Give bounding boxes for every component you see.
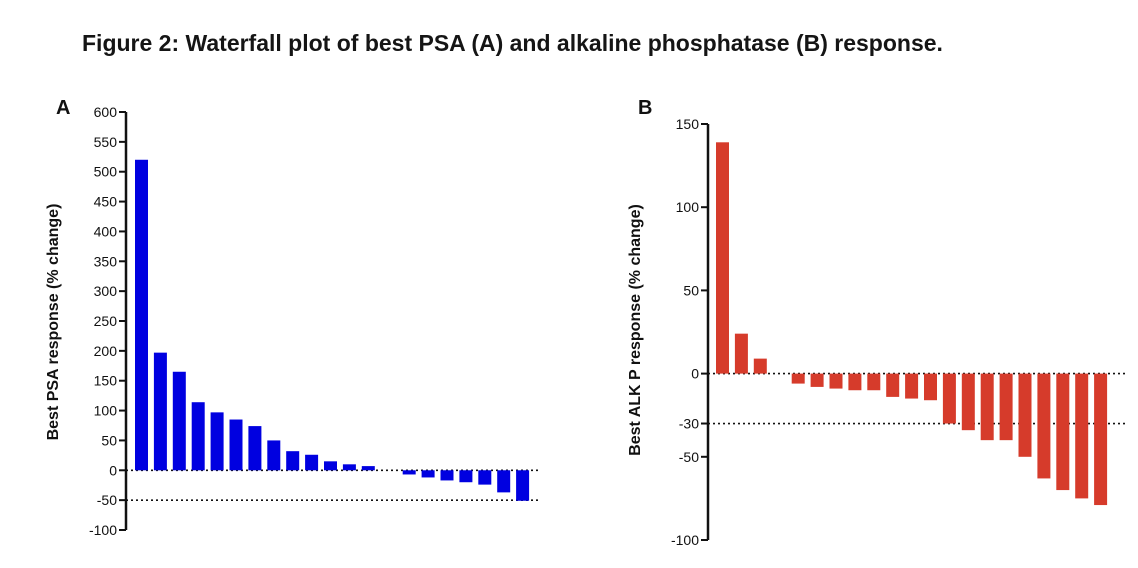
y-tick-label: -50 xyxy=(97,492,117,508)
y-axis-label-b: Best ALK P response (% change) xyxy=(627,204,644,456)
y-tick-label: 350 xyxy=(94,253,118,269)
bar xyxy=(1094,373,1108,506)
bar xyxy=(1018,373,1032,457)
bar xyxy=(1037,373,1051,479)
bar xyxy=(829,373,843,389)
bar xyxy=(267,440,281,471)
bar xyxy=(440,470,454,481)
panel-label-b: B xyxy=(638,97,652,119)
bar xyxy=(1075,373,1089,499)
bar xyxy=(191,402,205,471)
figure-title: Figure 2: Waterfall plot of best PSA (A)… xyxy=(82,30,943,56)
y-tick-label: 100 xyxy=(676,199,700,215)
bar xyxy=(980,373,994,441)
bar xyxy=(886,373,900,397)
y-tick-label: 300 xyxy=(94,283,118,299)
y-tick-label: -30 xyxy=(679,416,699,432)
bar xyxy=(361,466,375,471)
bar xyxy=(305,454,319,471)
y-tick-label: 150 xyxy=(94,373,118,389)
bar xyxy=(867,373,881,391)
y-tick-label: 0 xyxy=(691,366,699,382)
bar xyxy=(210,412,224,471)
bar xyxy=(1056,373,1070,491)
y-tick-label: 50 xyxy=(101,432,117,448)
bar xyxy=(905,373,919,399)
bar xyxy=(421,470,435,478)
y-tick-label: 250 xyxy=(94,313,118,329)
bar xyxy=(402,470,416,475)
y-axis-label-a: Best PSA response (% change) xyxy=(45,204,62,441)
bar xyxy=(286,451,300,471)
bar xyxy=(999,373,1013,441)
y-tick-label: 600 xyxy=(94,104,118,120)
panel-b-alkp-chart: B Best ALK P response (% change) -100 -50 -3… xyxy=(627,97,1126,548)
y-tick-label: 100 xyxy=(94,403,118,419)
bar xyxy=(153,352,167,471)
y-tick-label: 50 xyxy=(683,282,699,298)
bar xyxy=(734,333,748,374)
y-tick-label: 500 xyxy=(94,164,118,180)
bar xyxy=(924,373,937,401)
bar xyxy=(324,461,337,471)
bar xyxy=(342,464,356,471)
y-tick-label: 150 xyxy=(676,116,700,132)
bar xyxy=(135,159,148,471)
bar xyxy=(248,426,262,471)
y-tick-label: -50 xyxy=(679,449,699,465)
y-tick-label: 0 xyxy=(109,462,117,478)
y-tick-label: 400 xyxy=(94,223,118,239)
y-tick-label: 200 xyxy=(94,343,118,359)
y-tick-label: 450 xyxy=(94,194,118,210)
bar xyxy=(942,373,956,424)
panel-label-a: A xyxy=(56,97,70,119)
bar xyxy=(459,470,473,483)
y-tick-label: 550 xyxy=(94,134,118,150)
bar xyxy=(848,373,862,391)
bar xyxy=(478,470,492,485)
bar xyxy=(961,373,975,431)
panel-a-psa-chart: A Best PSA response (% change) -100 -50 0 50 1… xyxy=(45,97,541,538)
bar xyxy=(516,470,530,501)
bar xyxy=(172,371,186,471)
bar xyxy=(497,470,511,493)
bar xyxy=(753,358,767,374)
bar xyxy=(791,373,805,384)
bar xyxy=(716,142,729,374)
bar xyxy=(229,419,243,471)
bar xyxy=(810,373,824,387)
y-tick-label: -100 xyxy=(89,522,117,538)
y-tick-label: -100 xyxy=(671,532,699,548)
